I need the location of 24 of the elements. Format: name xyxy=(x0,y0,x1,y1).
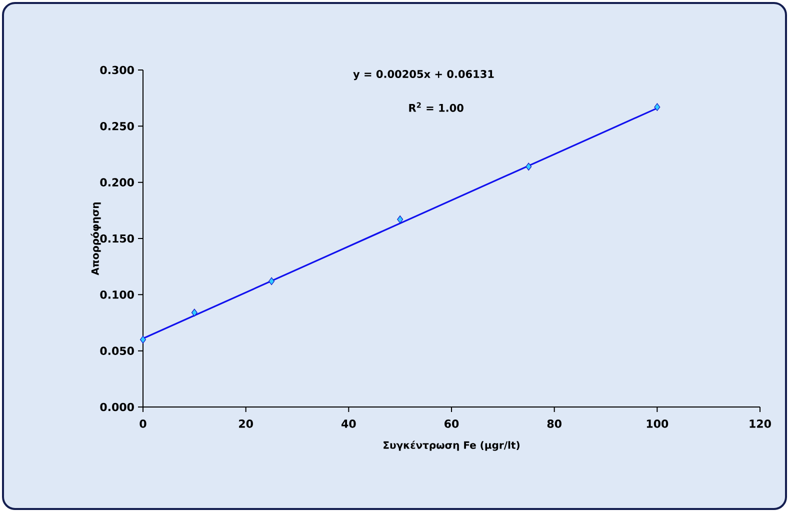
y-tick-label: 0.050 xyxy=(100,346,134,355)
point xyxy=(397,216,404,224)
x-tick-label: 100 xyxy=(646,420,668,428)
x-tick-label: 60 xyxy=(444,420,459,428)
y-tick-label: 0.150 xyxy=(100,234,134,243)
point xyxy=(268,277,275,286)
x-tick-label: 80 xyxy=(547,420,562,428)
point xyxy=(140,336,146,344)
x-tick-label: 20 xyxy=(239,420,253,428)
point xyxy=(526,162,532,171)
point xyxy=(191,308,198,317)
x-axis-title: Συγκέντρωση Fe (μgr/lt) xyxy=(384,440,520,451)
x-tick-label: 40 xyxy=(342,420,356,428)
x-tick-label: 120 xyxy=(750,420,771,428)
y-tick-label: 0.200 xyxy=(100,178,134,186)
point xyxy=(654,103,660,111)
y-tick-label: 0.100 xyxy=(100,290,134,299)
y-axis-title: Απορρόφηση xyxy=(90,202,101,276)
annotation: R$^{2}$ = 1.00 xyxy=(409,102,464,112)
annotation: y = 0.00205x + 0.06131 xyxy=(353,70,494,80)
x-tick-label: 0 xyxy=(140,420,146,428)
y-tick-label: 0.000 xyxy=(100,402,134,412)
y-tick-label: 0.250 xyxy=(100,122,134,130)
y-tick-label: 0.300 xyxy=(100,66,134,74)
